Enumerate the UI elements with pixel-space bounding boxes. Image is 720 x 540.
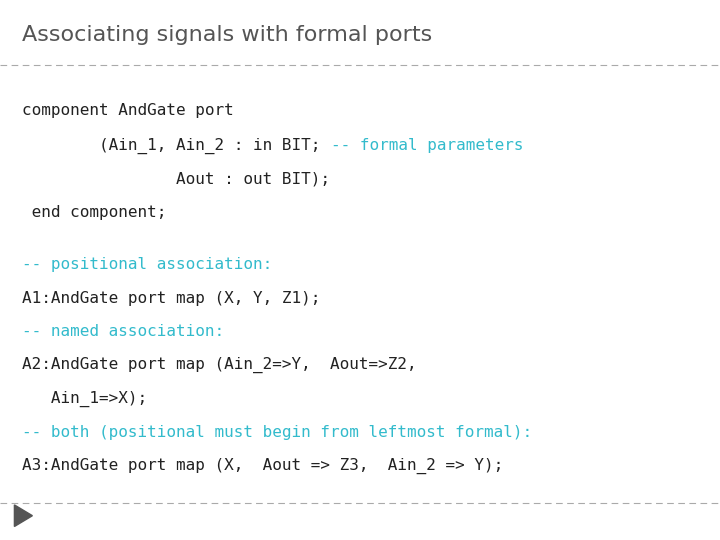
Text: -- both (positional must begin from leftmost formal):: -- both (positional must begin from left… [22,424,532,440]
Text: end component;: end component; [22,205,166,220]
Text: -- named association:: -- named association: [22,324,224,339]
Text: -- formal parameters: -- formal parameters [331,138,523,153]
Text: A2:AndGate port map (Ain_2=>Y,  Aout=>Z2,: A2:AndGate port map (Ain_2=>Y, Aout=>Z2, [22,357,416,373]
Text: (Ain_1, Ain_2 : in BIT;: (Ain_1, Ain_2 : in BIT; [22,138,320,154]
Text: -- positional association:: -- positional association: [22,257,272,272]
Text: A1:AndGate port map (X, Y, Z1);: A1:AndGate port map (X, Y, Z1); [22,291,320,306]
Text: component AndGate port: component AndGate port [22,103,233,118]
Text: A3:AndGate port map (X,  Aout => Z3,  Ain_2 => Y);: A3:AndGate port map (X, Aout => Z3, Ain_… [22,457,503,474]
Text: Associating signals with formal ports: Associating signals with formal ports [22,25,432,45]
Text: Ain_1=>X);: Ain_1=>X); [22,390,147,407]
Text: Aout : out BIT);: Aout : out BIT); [22,172,330,187]
Polygon shape [14,505,32,526]
